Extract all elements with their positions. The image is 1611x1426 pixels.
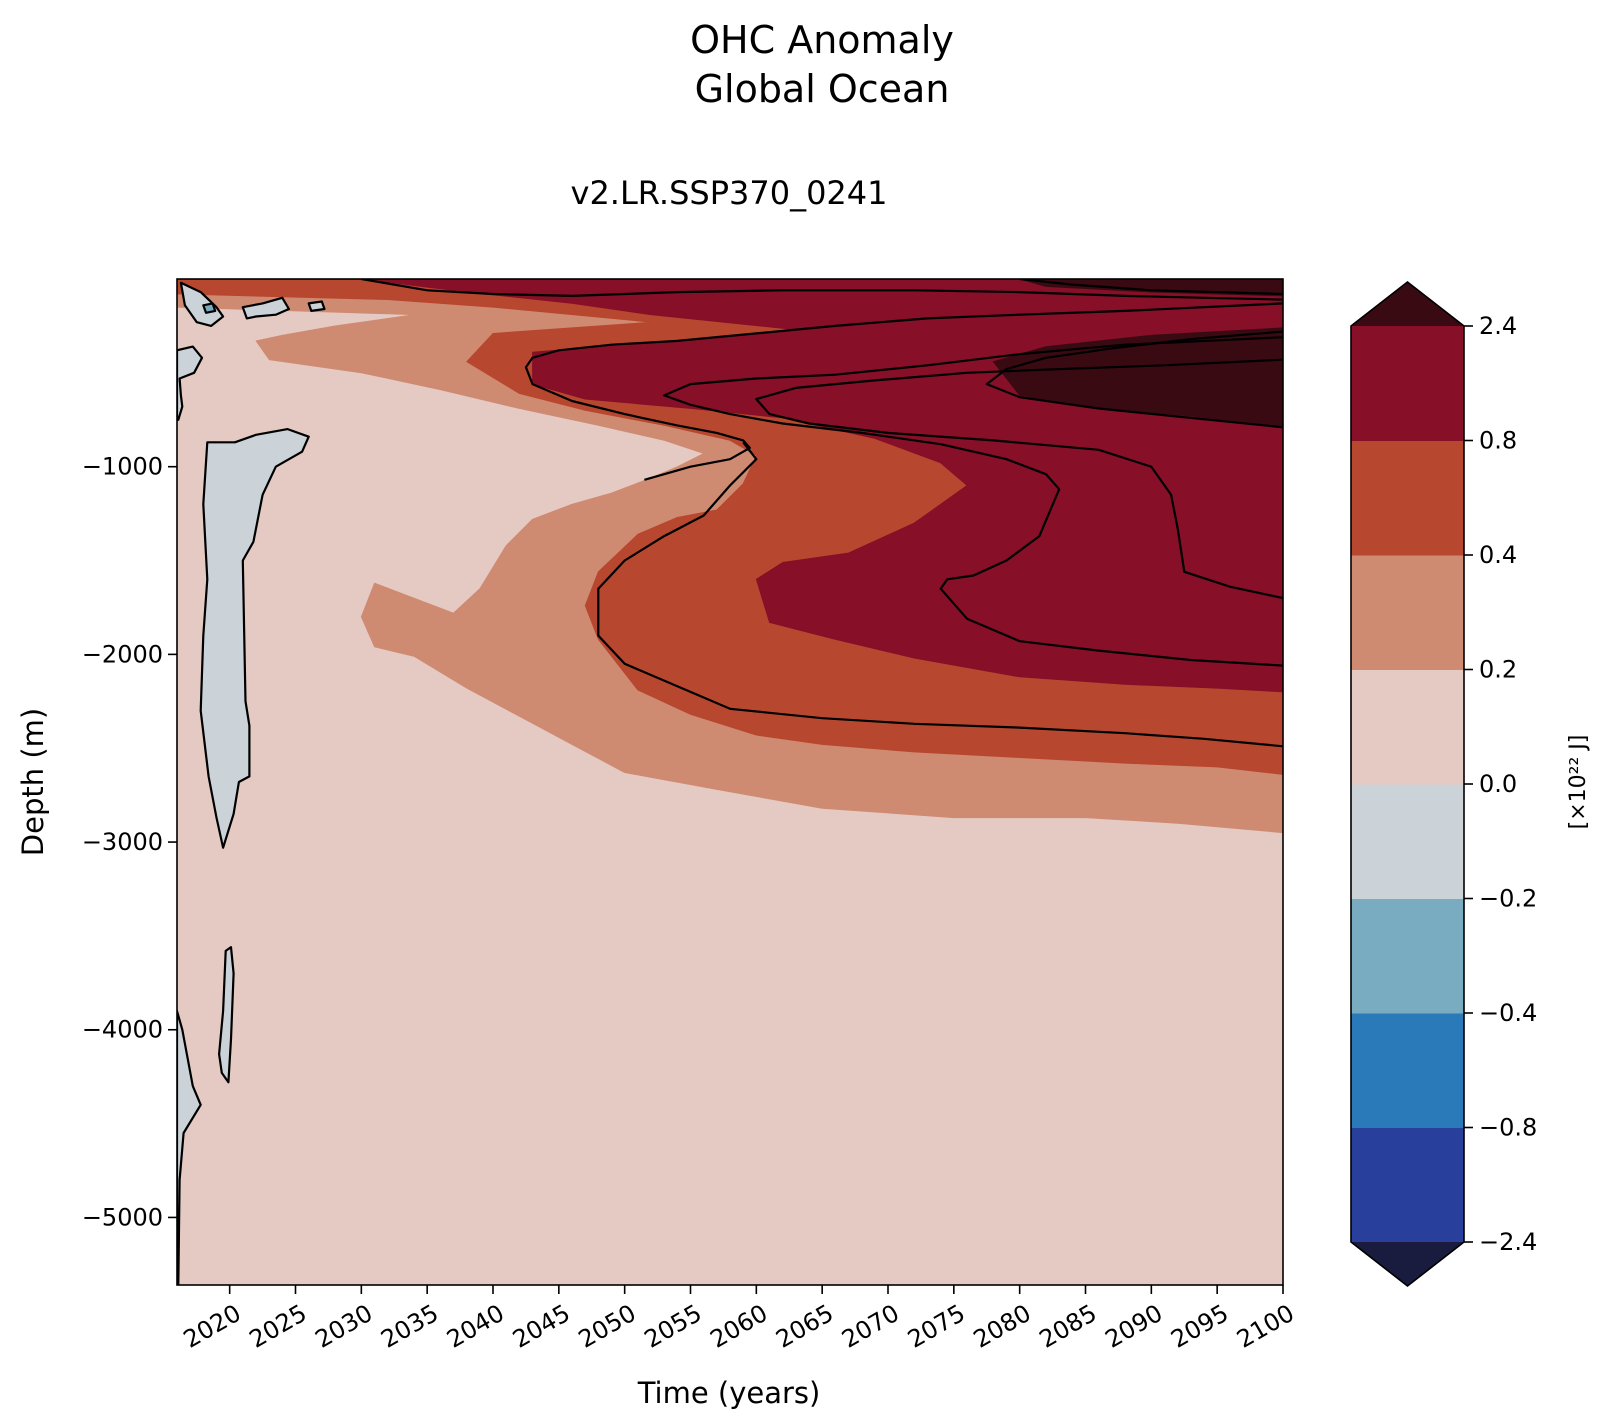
outline-cooling-top-blob-dot [202,302,217,314]
y-tick-label--5000: −5000 [82,1203,163,1231]
contour-6 [361,279,1283,301]
colorbar-band-2 [1351,898,1464,1014]
x-tick-label-2020: 2020 [179,1299,246,1354]
x-tick-label-2045: 2045 [508,1299,575,1354]
x-tick-label-2085: 2085 [1035,1299,1102,1354]
outline-cooling-top-blob-mid [241,296,290,320]
region-warming-above-2.4 [992,327,1283,428]
colorbar-under-extension [1351,1242,1464,1286]
x-tick-label-2090: 2090 [1100,1299,1167,1354]
x-tick-label-2095: 2095 [1166,1299,1233,1354]
x-tick-label-2055: 2055 [640,1299,707,1354]
colorbar-band-7 [1351,326,1464,441]
colorbar-tick-label-4: 0.0 [1479,770,1517,798]
outline-cooling-column-lower [218,946,235,1084]
x-tick-label-2080: 2080 [969,1299,1036,1354]
contour-fill-layer [177,279,1283,1285]
y-tick-label--2000: −2000 [82,640,163,668]
contour-5 [985,330,1283,429]
colorbar-tick-label-0: −2.4 [1479,1228,1537,1256]
plot-frame [176,278,1284,1286]
x-tick-label-2040: 2040 [442,1299,509,1354]
colorbar-band-0 [1351,1127,1464,1243]
contour-line-layer [177,279,1283,1285]
x-tick-label-2035: 2035 [376,1299,443,1354]
contour-1 [524,302,1283,481]
colorbar-band-1 [1351,1013,1464,1128]
x-tick-label-2100: 2100 [1232,1299,1299,1354]
y-axis-label: Depth (m) [16,708,50,856]
outline-cooling-column-upper [199,428,310,849]
run-label: v2.LR.SSP370_0241 [571,174,888,212]
contour-7 [1019,279,1283,296]
x-tick-label-2075: 2075 [903,1299,970,1354]
chart-subtitle: Global Ocean [695,67,950,111]
colorbar-tick-label-2: −0.4 [1479,999,1537,1027]
colorbar-band-5 [1351,555,1464,670]
colorbar-label: [×10²² J] [1566,735,1591,830]
colorbar-tick-label-7: 0.8 [1479,427,1517,455]
colorbar-tick-label-3: −0.2 [1479,885,1537,913]
y-tick-label--4000: −4000 [82,1016,163,1044]
colorbar-band-6 [1351,440,1464,556]
x-tick-label-2060: 2060 [705,1299,772,1354]
colorbar-band-4 [1351,669,1464,785]
contour-2 [597,441,1283,748]
colorbar-tick-label-1: −0.8 [1479,1114,1537,1142]
y-axis: −1000 −2000 −3000 −4000 −5000 [82,453,177,1231]
outline-cooling-top-blob-left [179,281,225,327]
colorbar-band-3 [1351,784,1464,899]
y-tick-label--1000: −1000 [82,453,163,481]
colorbar: −2.4 −0.8 −0.4 −0.2 0.0 0.2 0.4 0.8 2.4 [1350,280,1537,1288]
x-axis: 2020202520302035204020452050205520602065… [179,1285,1299,1354]
x-tick-label-2025: 2025 [245,1299,312,1354]
contour-4 [755,358,1283,600]
chart-title: OHC Anomaly [690,18,954,62]
x-tick-label-2070: 2070 [837,1299,904,1354]
colorbar-tick-label-8: 2.4 [1479,312,1517,340]
x-tick-label-2030: 2030 [310,1299,377,1354]
x-tick-label-2050: 2050 [574,1299,641,1354]
outline-cooling-bottom-left [177,1009,202,1285]
colorbar-tick-label-6: 0.4 [1479,541,1517,569]
x-axis-label: Time (years) [637,1376,821,1410]
colorbar-over-extension [1351,282,1464,326]
contour-3 [663,336,1283,667]
y-tick-label--3000: −3000 [82,828,163,856]
outline-cooling-top-blob-small [307,300,326,312]
colorbar-tick-label-5: 0.2 [1479,656,1517,684]
x-tick-label-2065: 2065 [771,1299,838,1354]
